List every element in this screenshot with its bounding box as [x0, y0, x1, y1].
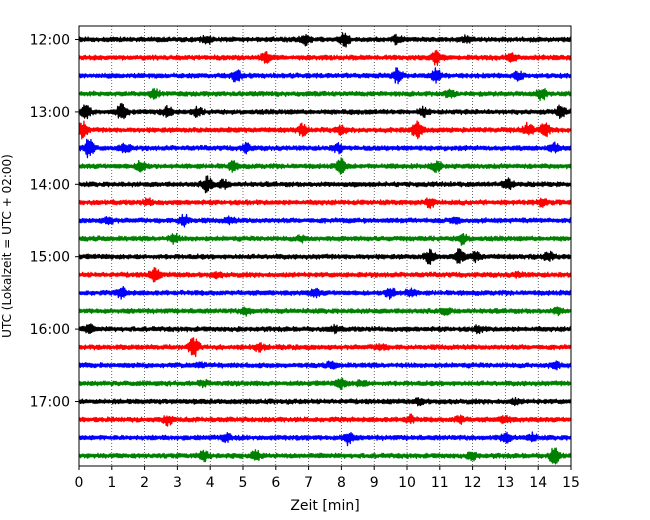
trace-line	[78, 102, 572, 120]
x-tick-label: 5	[239, 475, 248, 491]
trace-line	[78, 377, 572, 390]
trace-line	[78, 360, 572, 371]
trace-line	[78, 213, 572, 228]
trace-line	[78, 306, 572, 317]
trace-line	[78, 138, 572, 159]
trace-line	[78, 88, 572, 102]
y-tick-label: 17:00	[30, 395, 70, 411]
trace-line	[78, 266, 572, 283]
trace-line	[78, 447, 572, 465]
y-tick-label: 14:00	[30, 177, 70, 193]
x-tick-label: 4	[206, 475, 215, 491]
x-tick-label: 3	[173, 475, 182, 491]
y-tick-label: 12:00	[30, 33, 70, 49]
trace-line	[78, 32, 572, 48]
grid-lines	[111, 26, 539, 466]
trace-line	[78, 67, 572, 85]
trace-line	[78, 323, 572, 335]
y-tick-label: 13:00	[30, 105, 70, 121]
x-tick-label: 9	[370, 475, 379, 491]
trace-line	[78, 197, 572, 209]
trace-line	[78, 431, 572, 447]
x-axis: 0 1 2 3 4 5 6 7 8 9 10 11 12 13 14 15	[75, 466, 580, 491]
y-tick-label: 16:00	[30, 322, 70, 338]
plot-frame	[78, 25, 572, 467]
x-tick-label: 12	[464, 475, 482, 491]
trace-line	[78, 49, 572, 66]
trace-line	[78, 413, 572, 427]
x-tick-label: 1	[107, 475, 116, 491]
x-tick-label: 6	[271, 475, 280, 491]
trace-line	[78, 157, 572, 175]
trace-line	[78, 175, 572, 194]
x-tick-label: 11	[431, 475, 449, 491]
x-tick-label: 0	[75, 475, 84, 491]
x-tick-label: 2	[140, 475, 149, 491]
trace-line	[78, 232, 572, 246]
trace-line	[78, 337, 572, 358]
x-tick-label: 10	[398, 475, 416, 491]
trace-line	[78, 396, 572, 407]
x-axis-label: Zeit [min]	[290, 498, 359, 514]
trace-line	[78, 285, 572, 300]
x-tick-label: 13	[496, 475, 514, 491]
x-tick-label: 8	[337, 475, 346, 491]
trace-group	[78, 32, 572, 465]
y-axis-label: UTC (Lokalzeit = UTC + 02:00)	[0, 154, 14, 338]
trace-line	[78, 248, 572, 265]
x-tick-label: 15	[562, 475, 580, 491]
y-tick-label: 15:00	[30, 250, 70, 266]
x-tick-label: 14	[529, 475, 547, 491]
x-tick-label: 7	[304, 475, 313, 491]
y-axis: 12:00 13:00 14:00 15:00 16:00 17:00	[30, 33, 79, 411]
trace-line	[78, 120, 572, 140]
